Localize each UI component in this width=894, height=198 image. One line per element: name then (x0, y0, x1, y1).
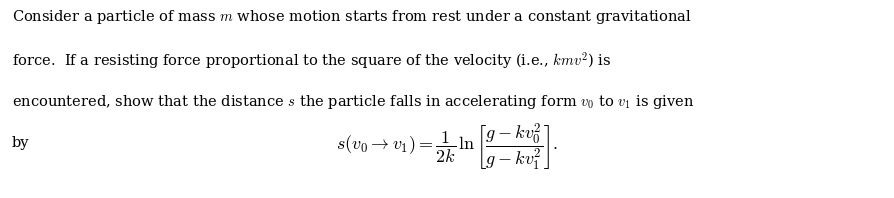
Text: Consider a particle of mass $m$ whose motion starts from rest under a constant g: Consider a particle of mass $m$ whose mo… (12, 8, 691, 26)
Text: by: by (12, 136, 30, 150)
Text: encountered, show that the distance $s$ the particle falls in accelerating form : encountered, show that the distance $s$ … (12, 93, 694, 111)
Text: force.  If a resisting force proportional to the square of the velocity (i.e., $: force. If a resisting force proportional… (12, 50, 611, 71)
Text: $s(v_0 \rightarrow v_1) = \dfrac{1}{2k}\,\ln\left[\dfrac{g - kv_0^2}{g - kv_1^2}: $s(v_0 \rightarrow v_1) = \dfrac{1}{2k}\… (336, 122, 558, 172)
